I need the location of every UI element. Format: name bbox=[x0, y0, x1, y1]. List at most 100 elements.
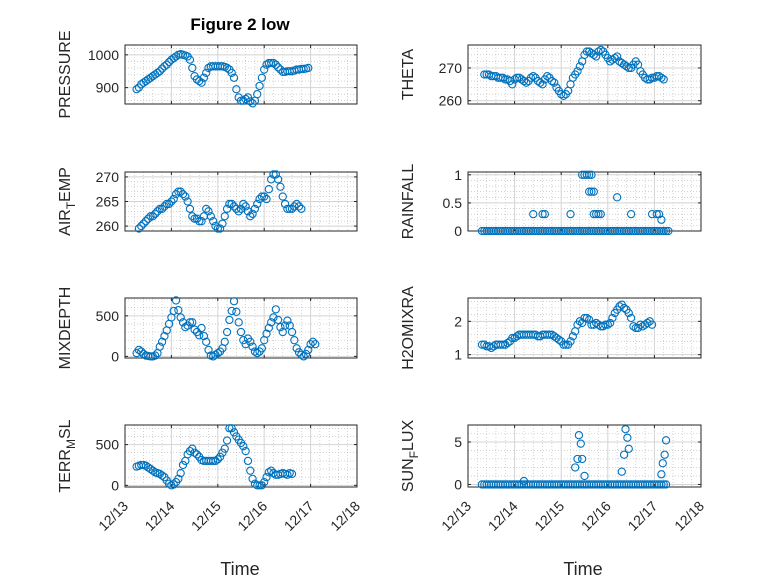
data-point bbox=[621, 425, 630, 434]
data-point bbox=[213, 224, 222, 233]
data-point bbox=[222, 327, 232, 337]
x-tick-label: 12/16 bbox=[234, 498, 270, 534]
data-point bbox=[568, 332, 577, 341]
data-point bbox=[209, 217, 218, 226]
data-point bbox=[260, 65, 269, 74]
y-axis-label: PRESSURE bbox=[57, 30, 74, 118]
data-point bbox=[148, 466, 157, 475]
series-points bbox=[132, 50, 313, 108]
data-point bbox=[197, 323, 206, 333]
data-point bbox=[190, 214, 199, 223]
data-point bbox=[623, 433, 632, 442]
data-point bbox=[311, 340, 320, 349]
series-points bbox=[477, 300, 657, 353]
y-axis-label: TERRMSL bbox=[57, 419, 78, 492]
figure-title: Figure 2 low bbox=[190, 15, 290, 34]
data-point bbox=[280, 321, 290, 330]
data-point bbox=[229, 73, 239, 82]
data-point bbox=[144, 214, 153, 223]
data-point bbox=[501, 75, 510, 84]
data-point bbox=[225, 424, 234, 433]
data-point bbox=[162, 60, 171, 69]
y-tick-label: 270 bbox=[439, 60, 463, 76]
data-point bbox=[574, 431, 584, 440]
data-point bbox=[626, 209, 636, 219]
data-point bbox=[657, 480, 666, 489]
x-tick-label: 12/18 bbox=[327, 498, 363, 534]
data-point bbox=[141, 217, 151, 226]
data-point bbox=[137, 221, 146, 231]
data-point bbox=[269, 170, 278, 179]
data-point bbox=[148, 212, 157, 221]
x-tick-label: 12/16 bbox=[578, 498, 614, 534]
y-label-main: PRESSURE bbox=[57, 30, 74, 118]
axes-box bbox=[467, 297, 702, 359]
data-point bbox=[559, 91, 568, 100]
data-point bbox=[626, 313, 636, 323]
data-point bbox=[241, 202, 250, 211]
data-point bbox=[559, 340, 568, 349]
y-label-tail: LUX bbox=[400, 420, 417, 451]
data-point bbox=[197, 217, 206, 226]
x-axis-label-left: Time bbox=[220, 559, 259, 579]
data-point bbox=[225, 199, 234, 209]
data-point bbox=[202, 68, 211, 78]
data-point bbox=[176, 187, 185, 196]
data-point bbox=[157, 204, 167, 214]
data-point bbox=[239, 442, 248, 451]
data-point bbox=[185, 55, 195, 64]
x-tick-label: 12/18 bbox=[671, 498, 707, 534]
data-point bbox=[557, 90, 566, 99]
data-point bbox=[132, 85, 141, 94]
data-point bbox=[146, 212, 155, 221]
x-tick-label: 12/17 bbox=[624, 498, 660, 534]
data-point bbox=[250, 347, 260, 356]
y-tick-label: 500 bbox=[96, 437, 120, 453]
data-point bbox=[218, 219, 227, 228]
data-point bbox=[260, 192, 269, 201]
data-point bbox=[257, 344, 267, 353]
data-point bbox=[550, 78, 559, 87]
data-point bbox=[174, 306, 183, 315]
data-point bbox=[529, 71, 538, 81]
data-point bbox=[566, 337, 575, 346]
series-points bbox=[132, 424, 297, 490]
data-point bbox=[169, 194, 178, 204]
axes-box bbox=[467, 44, 702, 105]
data-point bbox=[146, 352, 155, 361]
data-point bbox=[253, 90, 262, 99]
data-point bbox=[188, 212, 197, 221]
data-point bbox=[299, 352, 308, 361]
data-point bbox=[139, 219, 148, 228]
data-point bbox=[578, 318, 587, 328]
data-point bbox=[589, 187, 598, 196]
x-tick-label: 12/14 bbox=[485, 498, 521, 534]
data-point bbox=[243, 207, 253, 216]
data-point bbox=[260, 477, 269, 487]
data-point bbox=[661, 226, 671, 236]
data-point bbox=[290, 336, 299, 345]
data-point bbox=[215, 452, 225, 461]
data-point bbox=[246, 212, 255, 221]
data-point bbox=[206, 212, 215, 221]
data-point bbox=[195, 217, 204, 226]
data-point bbox=[199, 331, 209, 341]
data-point bbox=[176, 468, 185, 478]
data-point bbox=[211, 456, 220, 466]
data-point bbox=[292, 199, 301, 209]
data-point bbox=[512, 73, 522, 82]
data-point bbox=[287, 469, 297, 479]
data-point bbox=[659, 226, 668, 236]
data-point bbox=[215, 224, 225, 233]
y-axis-label: SUNFLUX bbox=[400, 420, 421, 493]
x-tick-label: 12/14 bbox=[141, 498, 177, 534]
data-point bbox=[652, 209, 661, 219]
data-point bbox=[222, 63, 232, 73]
data-point bbox=[498, 73, 508, 82]
data-point bbox=[204, 345, 213, 355]
data-point bbox=[273, 175, 283, 184]
data-point bbox=[218, 448, 227, 457]
data-point bbox=[183, 197, 192, 206]
data-point bbox=[248, 209, 257, 218]
